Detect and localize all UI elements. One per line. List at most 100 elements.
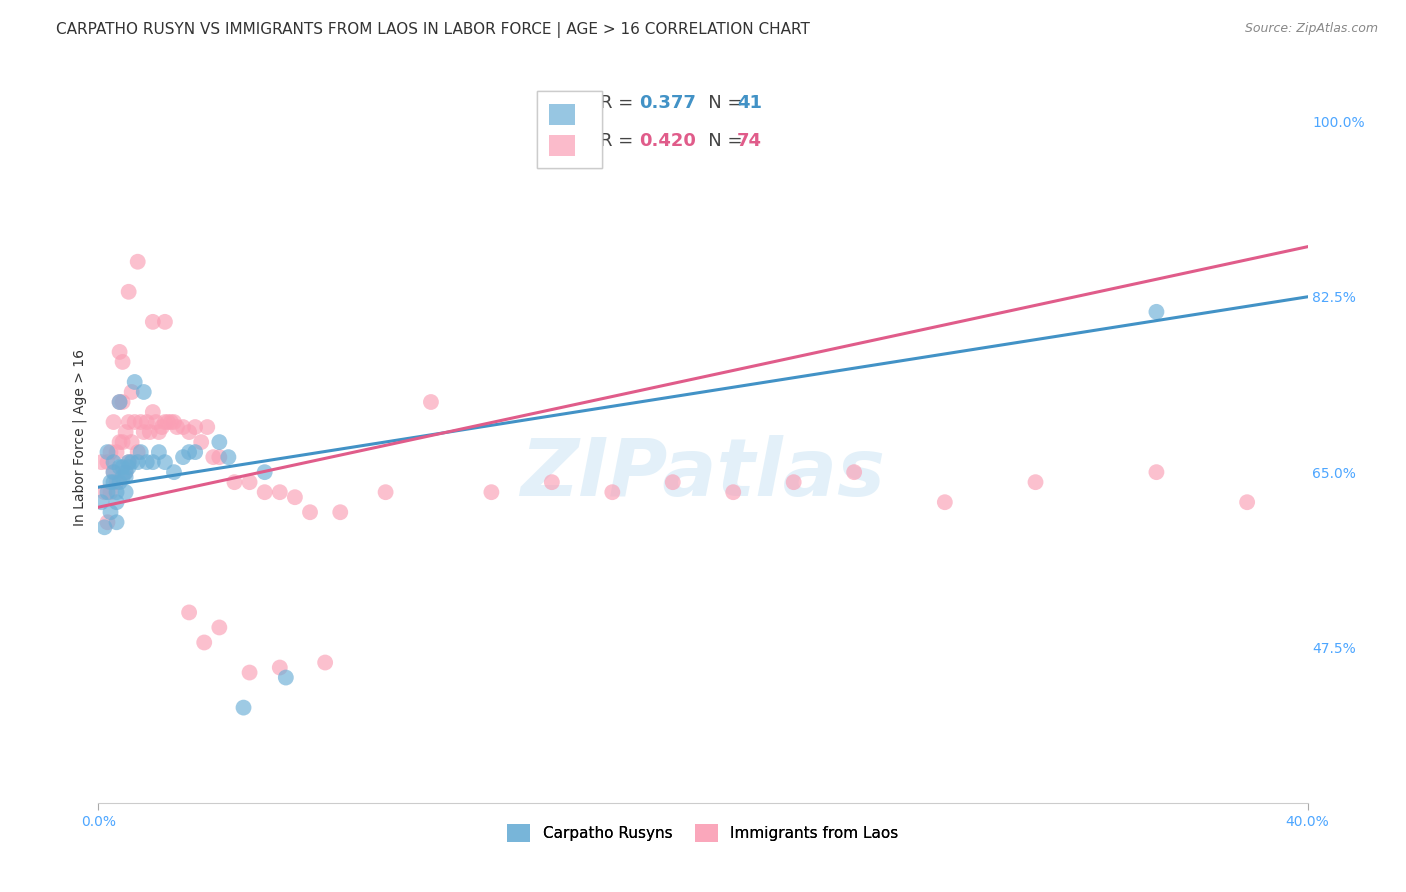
Point [1144, 465, 1167, 479]
Point [142, 315, 165, 329]
Text: R =: R = [600, 132, 640, 150]
Point [156, 415, 179, 429]
Point [111, 355, 134, 369]
Point [118, 455, 141, 469]
Point [172, 420, 194, 434]
Point [179, 425, 201, 439]
Text: ZIPatlas: ZIPatlas [520, 434, 886, 513]
Point [118, 455, 141, 469]
Point [135, 415, 157, 429]
Point [153, 455, 176, 469]
Point [253, 485, 276, 500]
Point [96, 485, 118, 500]
Point [103, 475, 125, 490]
Point [114, 465, 136, 479]
Point [93, 520, 115, 534]
Point [103, 465, 125, 479]
Point [100, 505, 122, 519]
Point [103, 455, 125, 469]
Point [239, 475, 262, 490]
Point [114, 485, 136, 500]
Point [166, 420, 188, 434]
Point [329, 505, 352, 519]
Point [160, 415, 183, 429]
Text: 0.377: 0.377 [638, 94, 696, 112]
Point [661, 475, 683, 490]
Point [148, 425, 170, 439]
Point [105, 485, 128, 500]
Point [374, 485, 396, 500]
Point [93, 485, 115, 500]
Point [90, 455, 112, 469]
Point [1144, 305, 1167, 319]
Point [108, 395, 131, 409]
Point [118, 285, 141, 299]
Point [179, 606, 201, 620]
Point [111, 470, 134, 484]
Point [100, 445, 122, 459]
Point [103, 465, 125, 479]
Point [274, 671, 297, 685]
Point [108, 435, 131, 450]
Point [299, 505, 322, 519]
Point [148, 445, 170, 459]
Point [111, 395, 134, 409]
Point [284, 490, 307, 504]
Point [1236, 495, 1258, 509]
Point [132, 384, 155, 399]
Point [108, 460, 131, 475]
Point [142, 455, 165, 469]
Point [179, 445, 201, 459]
Point [108, 345, 131, 359]
Point [934, 495, 956, 509]
Point [602, 485, 624, 500]
Point [129, 445, 152, 459]
Point [783, 475, 806, 490]
Point [127, 455, 149, 469]
Point [124, 415, 146, 429]
Point [129, 415, 152, 429]
Point [105, 445, 128, 459]
Point [239, 665, 262, 680]
Point [135, 455, 157, 469]
Point [118, 460, 141, 475]
Point [232, 700, 254, 714]
Point [184, 445, 207, 459]
Point [184, 420, 207, 434]
Point [193, 635, 215, 649]
Text: N =: N = [690, 94, 748, 112]
Point [269, 485, 291, 500]
Text: N =: N = [690, 132, 748, 150]
Legend: Carpatho Rusyns, Immigrants from Laos: Carpatho Rusyns, Immigrants from Laos [499, 816, 907, 850]
Point [96, 445, 118, 459]
Point [208, 450, 231, 464]
Point [540, 475, 562, 490]
Text: 0.420: 0.420 [638, 132, 696, 150]
Point [121, 435, 143, 450]
Point [96, 455, 118, 469]
Point [139, 425, 162, 439]
Point [163, 465, 186, 479]
Point [105, 475, 128, 490]
Point [108, 475, 131, 490]
Point [96, 515, 118, 529]
Point [90, 495, 112, 509]
Point [124, 375, 146, 389]
Text: 74: 74 [737, 132, 762, 150]
Point [105, 495, 128, 509]
Point [111, 435, 134, 450]
Point [100, 475, 122, 490]
Point [105, 515, 128, 529]
Point [153, 415, 176, 429]
Point [118, 415, 141, 429]
Y-axis label: In Labor Force | Age > 16: In Labor Force | Age > 16 [73, 349, 87, 525]
Point [723, 485, 745, 500]
Point [114, 470, 136, 484]
Point [121, 384, 143, 399]
Point [269, 660, 291, 674]
Point [108, 395, 131, 409]
Point [121, 455, 143, 469]
Point [150, 420, 173, 434]
Point [481, 485, 503, 500]
Point [132, 425, 155, 439]
